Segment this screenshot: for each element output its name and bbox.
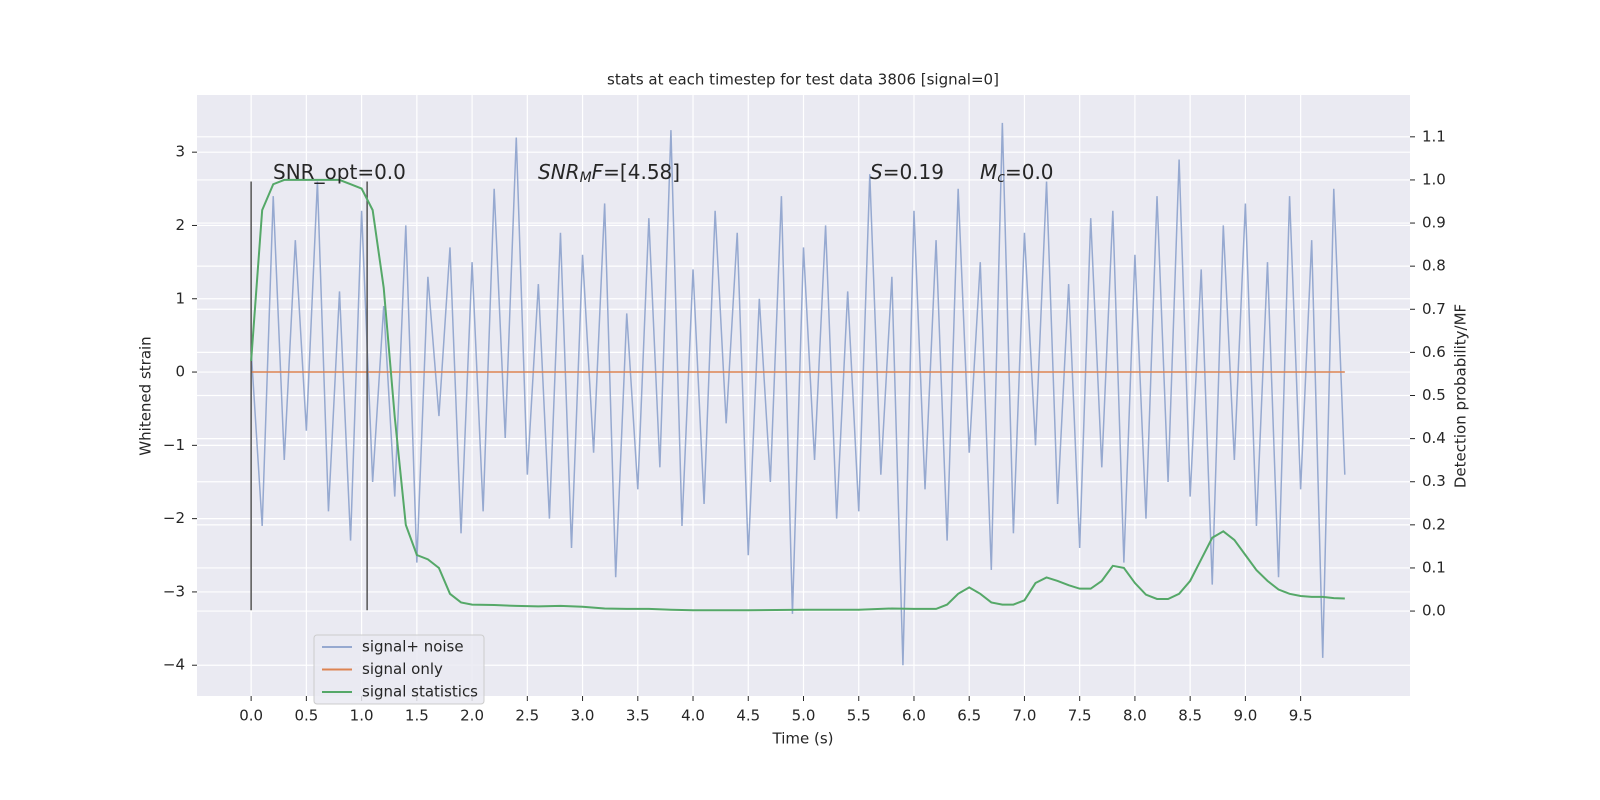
x-tick-label: 9.0 (1233, 707, 1257, 725)
chart-title: stats at each timestep for test data 380… (607, 71, 999, 89)
y2-tick-label: 0.0 (1422, 602, 1446, 620)
y-tick-label: 0 (175, 363, 185, 381)
x-tick-label: 6.5 (957, 707, 981, 725)
legend-label: signal only (362, 660, 443, 678)
annotation-part: SNR (538, 160, 580, 184)
y-tick-label: −3 (163, 582, 185, 600)
y-tick-label: 2 (175, 216, 185, 234)
x-tick-label: 1.5 (405, 707, 429, 725)
y2-tick-label: 0.1 (1422, 558, 1446, 576)
annotation-part: =[4.58] (603, 160, 680, 184)
annotation-part: c (997, 170, 1005, 186)
annotation: SNRMF=[4.58] (538, 160, 680, 187)
y-tick-label: −4 (163, 656, 185, 674)
y2-tick-label: 0.7 (1422, 300, 1446, 318)
y2-tick-label: 1.1 (1422, 127, 1446, 145)
series-line (250, 122, 1346, 666)
annotation: Mc=0.0 (980, 160, 1054, 187)
x-tick-label: 7.0 (1013, 707, 1037, 725)
y2-axis-label: Detection probability/MF (1452, 304, 1470, 488)
y2-tick-label: 0.6 (1422, 343, 1446, 361)
x-tick-label: 4.5 (736, 707, 760, 725)
x-tick-label: 4.0 (681, 707, 705, 725)
y-tick-label: 3 (175, 143, 185, 161)
series-line (250, 178, 1345, 612)
legend-label: signal statistics (362, 683, 478, 701)
x-tick-label: 3.5 (626, 707, 650, 725)
x-tick-label: 9.5 (1289, 707, 1313, 725)
annotation-part: M (980, 160, 997, 184)
y-axis-label: Whitened strain (137, 336, 155, 455)
y-tick-label: −2 (163, 509, 185, 527)
annotation-part: =0.0 (1005, 160, 1054, 184)
y-tick-label: −1 (163, 436, 185, 454)
y2-tick-label: 0.5 (1422, 386, 1446, 404)
y2-tick-label: 1.0 (1422, 170, 1446, 188)
annotation-part: F (592, 160, 604, 184)
x-tick-label: 1.0 (350, 707, 374, 725)
x-tick-label: 0.5 (294, 707, 318, 725)
y2-tick-label: 0.3 (1422, 472, 1446, 490)
annotation: SNR_opt=0.0 (273, 160, 406, 184)
x-tick-label: 2.0 (460, 707, 484, 725)
x-tick-label: 8.0 (1123, 707, 1147, 725)
annotation-part: M (580, 170, 592, 186)
y-tick-label: 1 (175, 289, 185, 307)
legend-box (313, 634, 485, 705)
y2-tick-label: 0.4 (1422, 429, 1446, 447)
x-tick-label: 3.0 (571, 707, 595, 725)
y2-tick-label: 0.8 (1422, 257, 1446, 275)
y2-tick-label: 0.2 (1422, 515, 1446, 533)
marks (250, 122, 1346, 666)
annotation-part: S (870, 160, 883, 184)
x-tick-label: 5.0 (792, 707, 816, 725)
x-tick-label: 5.5 (847, 707, 871, 725)
legend-label: signal+ noise (362, 638, 464, 656)
x-axis-label: Time (s) (772, 730, 834, 748)
labels: 0.0 0.5 1.0 1.5 2.0 2.5 3.0 3.5 4.0 4.5 5.0 5.5 6.0 6… (163, 127, 1446, 724)
annotation-part: SNR_opt=0.0 (273, 160, 406, 184)
annotation: S=0.19 (870, 160, 944, 184)
x-tick-label: 8.5 (1178, 707, 1202, 725)
annotation-part: =0.19 (883, 160, 944, 184)
y2-tick-label: 0.9 (1422, 214, 1446, 232)
x-tick-label: 6.0 (902, 707, 926, 725)
x-tick-label: 7.5 (1068, 707, 1092, 725)
x-tick-label: 0.0 (239, 707, 263, 725)
x-tick-label: 2.5 (515, 707, 539, 725)
